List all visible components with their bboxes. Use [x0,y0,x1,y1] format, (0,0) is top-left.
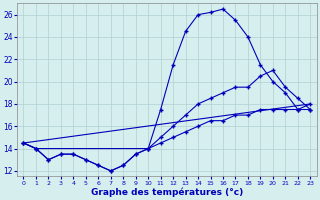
X-axis label: Graphe des températures (°c): Graphe des températures (°c) [91,187,243,197]
